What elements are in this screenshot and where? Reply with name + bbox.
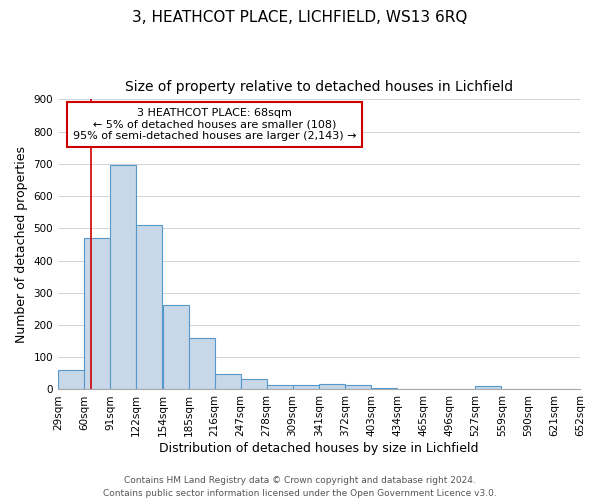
Bar [215,374,241,390]
Bar [346,385,371,390]
Title: Size of property relative to detached houses in Lichfield: Size of property relative to detached ho… [125,80,513,94]
Bar [136,225,162,390]
Bar [110,166,136,390]
Bar [371,388,397,390]
Text: 3 HEATHCOT PLACE: 68sqm
← 5% of detached houses are smaller (108)
95% of semi-de: 3 HEATHCOT PLACE: 68sqm ← 5% of detached… [73,108,356,141]
Bar [475,386,501,390]
Y-axis label: Number of detached properties: Number of detached properties [15,146,28,343]
Text: Contains HM Land Registry data © Crown copyright and database right 2024.
Contai: Contains HM Land Registry data © Crown c… [103,476,497,498]
Bar [266,385,293,390]
Bar [241,379,266,390]
Bar [84,238,110,390]
Bar [58,370,84,390]
Text: 3, HEATHCOT PLACE, LICHFIELD, WS13 6RQ: 3, HEATHCOT PLACE, LICHFIELD, WS13 6RQ [133,10,467,25]
X-axis label: Distribution of detached houses by size in Lichfield: Distribution of detached houses by size … [159,442,479,455]
Bar [319,384,346,390]
Bar [189,338,215,390]
Bar [163,305,189,390]
Bar [293,385,319,390]
